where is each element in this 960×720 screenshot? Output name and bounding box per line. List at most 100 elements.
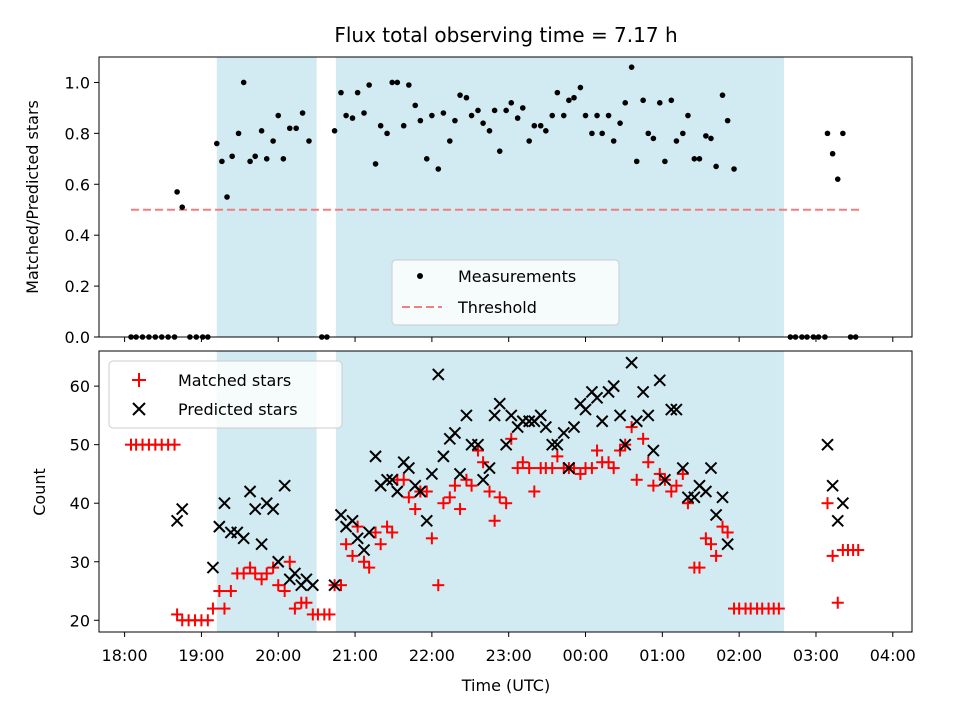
matched-stars-point <box>224 585 237 598</box>
measurement-point <box>349 115 356 121</box>
measurement-point <box>293 125 299 132</box>
measurement-point <box>731 166 737 172</box>
predicted-stars-point <box>562 461 576 475</box>
predicted-stars-point <box>557 426 570 440</box>
measurement-point <box>394 79 401 86</box>
matched-stars-point <box>516 456 529 469</box>
measurement-point <box>724 117 731 124</box>
measurement-point <box>514 115 521 121</box>
predicted-stars-point <box>237 532 250 545</box>
predicted-stars-point <box>328 578 341 592</box>
predicted-stars-point <box>595 415 609 428</box>
x-tick-label: 21:00 <box>332 646 378 665</box>
matched-stars-point <box>402 491 415 504</box>
measurement-point <box>650 135 657 142</box>
predicted-stars-point <box>505 409 518 422</box>
measurement-point <box>447 138 453 144</box>
predicted-stars-point <box>213 520 226 533</box>
matched-stars-point <box>374 538 387 551</box>
predicted-stars-point <box>460 409 473 422</box>
matched-stars-point <box>409 503 422 516</box>
measurement-point <box>417 117 424 124</box>
measurement-point <box>599 130 605 137</box>
matched-stars-point <box>260 567 273 580</box>
measurement-point <box>680 130 686 137</box>
predicted-stars-point <box>709 508 723 522</box>
predicted-stars-point <box>380 473 394 486</box>
predicted-stars-point <box>432 368 445 381</box>
matched-stars-point <box>448 479 461 492</box>
measurement-point <box>622 100 629 106</box>
predicted-stars-point <box>539 420 553 434</box>
measurement-point <box>240 79 247 86</box>
y-tick-label: 0.2 <box>65 277 90 296</box>
predicted-stars-point <box>676 461 690 475</box>
matched-stars-point <box>546 462 559 475</box>
predicted-stars-point <box>670 403 683 416</box>
predicted-stars-point <box>176 502 189 516</box>
matched-stars-point <box>591 444 604 457</box>
measurement-point <box>691 156 698 162</box>
y-tick-label: 0.4 <box>65 226 90 245</box>
matched-stars-point <box>171 608 184 621</box>
x-tick-label: 20:00 <box>255 646 301 665</box>
measurement-point <box>519 105 526 111</box>
legend-predicted-label: Predicted stars <box>178 400 298 419</box>
matched-stars-point <box>346 549 359 562</box>
measurement-point <box>543 128 549 134</box>
measurement-point <box>526 138 532 144</box>
matched-stars-point <box>710 549 723 562</box>
predicted-stars-point <box>534 409 547 422</box>
matched-stars-point <box>237 567 250 580</box>
measurement-point <box>582 112 589 119</box>
matched-stars-point <box>488 514 501 527</box>
measurement-point <box>610 138 617 144</box>
measurement-point <box>617 120 623 126</box>
predicted-stars-point <box>721 537 734 551</box>
predicted-stars-point <box>391 485 404 498</box>
measurement-point <box>549 112 556 119</box>
predicted-stars-point <box>351 532 364 545</box>
matched-stars-point <box>340 538 353 551</box>
ratio-panel-frame <box>98 56 913 338</box>
measurement-point <box>389 79 395 86</box>
measurement-point <box>423 156 430 162</box>
count-panel-frame <box>98 350 913 633</box>
measurement-point <box>508 100 515 106</box>
measurement-point <box>696 156 703 162</box>
measurement-point <box>554 89 561 96</box>
predicted-stars-point <box>306 578 320 592</box>
measurement-point <box>331 128 338 134</box>
measurement-point <box>645 130 652 137</box>
measurement-point <box>605 112 612 119</box>
predicted-stars-point <box>522 415 536 428</box>
matched-stars-point <box>500 497 513 510</box>
matched-stars-point <box>852 544 865 557</box>
matched-stars-point <box>704 538 717 551</box>
measurement-point <box>263 156 270 162</box>
measurement-point <box>270 138 276 144</box>
measurement-point <box>286 125 293 132</box>
measurement-point <box>235 130 242 137</box>
predicted-stars-point <box>369 450 382 463</box>
predicted-stars-point <box>831 514 844 527</box>
predicted-stars-point <box>613 409 627 422</box>
matched-stars-point <box>772 602 785 615</box>
measurement-point <box>229 153 235 160</box>
measurement-point <box>566 97 572 104</box>
matched-stars-point <box>483 485 496 498</box>
measurement-point <box>656 100 663 106</box>
measurement-point <box>400 122 407 129</box>
predicted-stars-point <box>362 526 376 539</box>
predicted-stars-point <box>272 555 285 568</box>
measurement-point <box>531 122 538 129</box>
predicted-stars-point <box>402 461 416 475</box>
matched-stars-point <box>826 549 839 562</box>
legend-measurements-marker <box>417 273 423 279</box>
x-tick-label: 22:00 <box>409 646 455 665</box>
matched-stars-point <box>272 579 285 592</box>
measurement-point <box>719 92 726 98</box>
predicted-stars-point <box>243 485 257 498</box>
measurement-point <box>640 97 646 104</box>
matched-stars-point <box>821 497 834 510</box>
